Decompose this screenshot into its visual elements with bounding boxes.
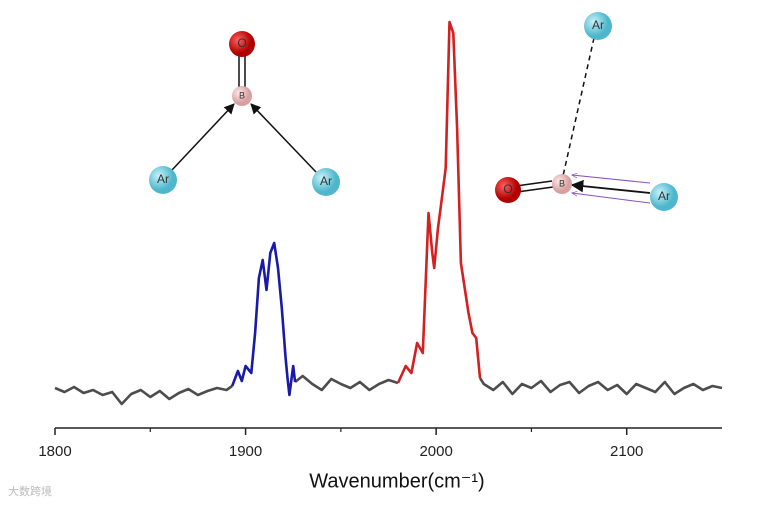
atom-label: B	[239, 90, 245, 100]
atom-label: O	[237, 36, 246, 50]
atom-label: O	[503, 182, 512, 196]
spectrum-line	[54, 374, 723, 406]
atom-label: Ar	[658, 189, 670, 203]
molecule-right: Ar O B Ar	[495, 12, 678, 211]
x-tick-label: 2000	[419, 443, 452, 460]
watermark: 大数跨境	[8, 484, 52, 498]
x-axis-label: Wavenumber(cm⁻¹)	[309, 470, 484, 492]
spectrum-line	[396, 20, 482, 384]
atom-label: Ar	[592, 18, 604, 32]
spectrum-line	[230, 241, 297, 397]
atom-label: B	[559, 178, 565, 188]
x-tick-label: 1800	[38, 443, 71, 460]
x-tick-label: 1900	[229, 443, 262, 460]
x-tick-label: 2100	[610, 443, 643, 460]
atom-label: Ar	[320, 174, 332, 188]
molecule-left: O B Ar Ar	[149, 31, 340, 196]
atom-label: Ar	[157, 172, 169, 186]
